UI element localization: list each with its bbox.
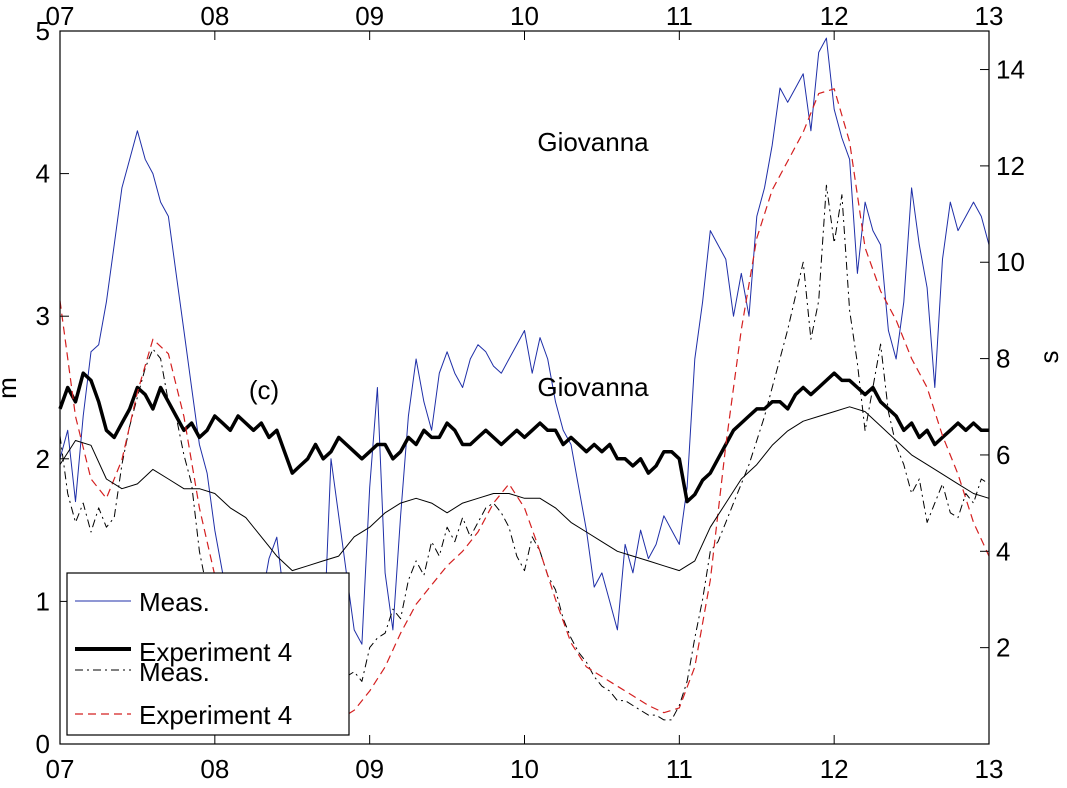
x-tick-label-top-0: 07: [46, 1, 75, 31]
right-axis-label: s: [1034, 351, 1064, 364]
series-line-1: [58, 371, 989, 504]
x-tick-label-bottom-2: 09: [355, 754, 384, 784]
left-tick-label-2: 2: [36, 444, 50, 474]
annotation-panel-label: (c): [249, 375, 279, 405]
legend: Meas. Experiment 4 Meas. Experiment 4: [66, 572, 350, 736]
left-axis-label: m: [0, 377, 22, 399]
left-tick-label-5: 5: [36, 16, 50, 46]
x-tick-label-top-6: 13: [975, 1, 1004, 31]
x-tick-label-top-4: 11: [666, 1, 693, 31]
legend-box: [66, 572, 350, 736]
series-line-4: [59, 406, 990, 572]
right-tick-label-5: 12: [996, 151, 1025, 181]
right-tick-label-3: 8: [996, 344, 1010, 374]
series-line-2: [59, 184, 990, 721]
x-tick-label-top-1: 08: [200, 1, 229, 31]
legend-label-meas-hs: Meas.: [139, 587, 210, 617]
x-tick-label-top-2: 09: [355, 1, 384, 31]
left-tick-label-0: 0: [36, 729, 50, 759]
legend-label-exp4-t: Experiment 4: [139, 700, 292, 730]
series-line-0: [59, 37, 990, 659]
right-tick-label-4: 10: [996, 247, 1025, 277]
x-tick-label-bottom-4: 11: [666, 754, 693, 784]
right-tick-label-6: 14: [996, 55, 1025, 85]
x-tick-label-top-3: 10: [510, 1, 539, 31]
series-layer: [58, 37, 990, 721]
right-tick-label-2: 6: [996, 440, 1010, 470]
x-tick-label-bottom-3: 10: [510, 754, 539, 784]
left-tick-label-1: 1: [36, 586, 50, 616]
x-tick-label-bottom-0: 07: [46, 754, 75, 784]
left-tick-label-3: 3: [36, 301, 50, 331]
annotation-giovanna-mid: Giovanna: [537, 372, 649, 402]
x-tick-label-bottom-6: 13: [975, 754, 1004, 784]
left-tick-label-4: 4: [36, 159, 50, 189]
x-tick-label-bottom-5: 12: [820, 754, 849, 784]
x-tick-label-bottom-1: 08: [200, 754, 229, 784]
x-tick-label-top-5: 12: [820, 1, 849, 31]
legend-label-meas-t: Meas.: [139, 657, 210, 687]
series-line-3: [59, 88, 990, 721]
right-tick-label-1: 4: [996, 536, 1010, 566]
right-tick-label-0: 2: [996, 633, 1010, 663]
legend-label-exp4-hs: Experiment 4: [139, 637, 292, 667]
annotation-giovanna-top: Giovanna: [537, 127, 649, 157]
